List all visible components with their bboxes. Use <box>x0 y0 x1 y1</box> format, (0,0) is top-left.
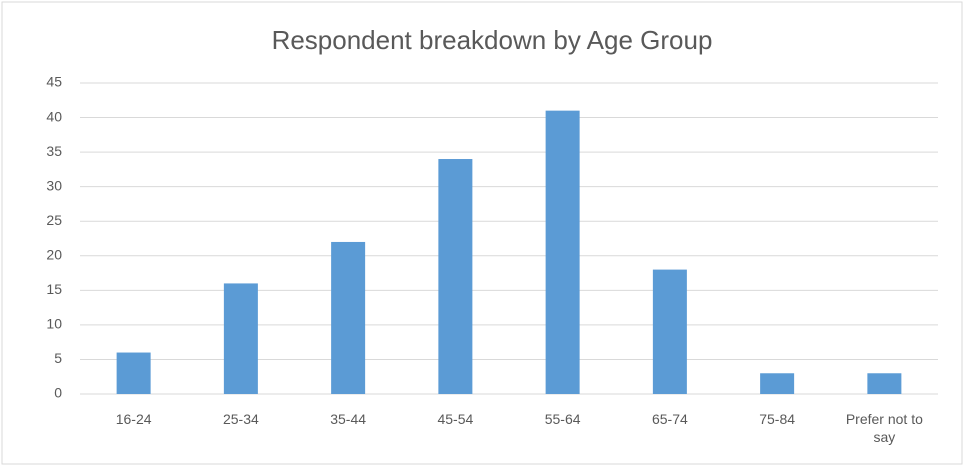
bar <box>223 283 258 394</box>
x-tick-label: 45-54 <box>437 411 474 427</box>
x-tick-label: Prefer not to say <box>845 411 923 445</box>
x-tick-label: 25-34 <box>222 411 259 427</box>
bar <box>652 269 687 394</box>
bar <box>331 241 366 394</box>
bar <box>545 110 580 395</box>
bar <box>760 373 795 394</box>
y-tick-label: 20 <box>46 246 62 262</box>
bar <box>116 352 151 394</box>
x-tick-label: 65-74 <box>651 411 688 427</box>
y-tick-label: 5 <box>54 350 62 366</box>
y-tick-label: 30 <box>46 177 62 193</box>
x-tick-label: 75-84 <box>759 411 796 427</box>
chart-title: Respondent breakdown by Age Group <box>272 25 713 55</box>
x-tick-label: 55-64 <box>544 411 581 427</box>
y-tick-label: 0 <box>54 385 62 401</box>
y-tick-label: 35 <box>46 143 62 159</box>
x-tick-label: 35-44 <box>330 411 367 427</box>
y-tick-label: 10 <box>46 316 62 332</box>
bar <box>867 373 902 394</box>
x-tick-label: 16-24 <box>115 411 152 427</box>
bar <box>438 159 473 394</box>
y-tick-label: 40 <box>46 108 62 124</box>
y-tick-label: 15 <box>46 281 62 297</box>
y-tick-label: 25 <box>46 212 62 228</box>
y-tick-label: 45 <box>46 74 62 90</box>
